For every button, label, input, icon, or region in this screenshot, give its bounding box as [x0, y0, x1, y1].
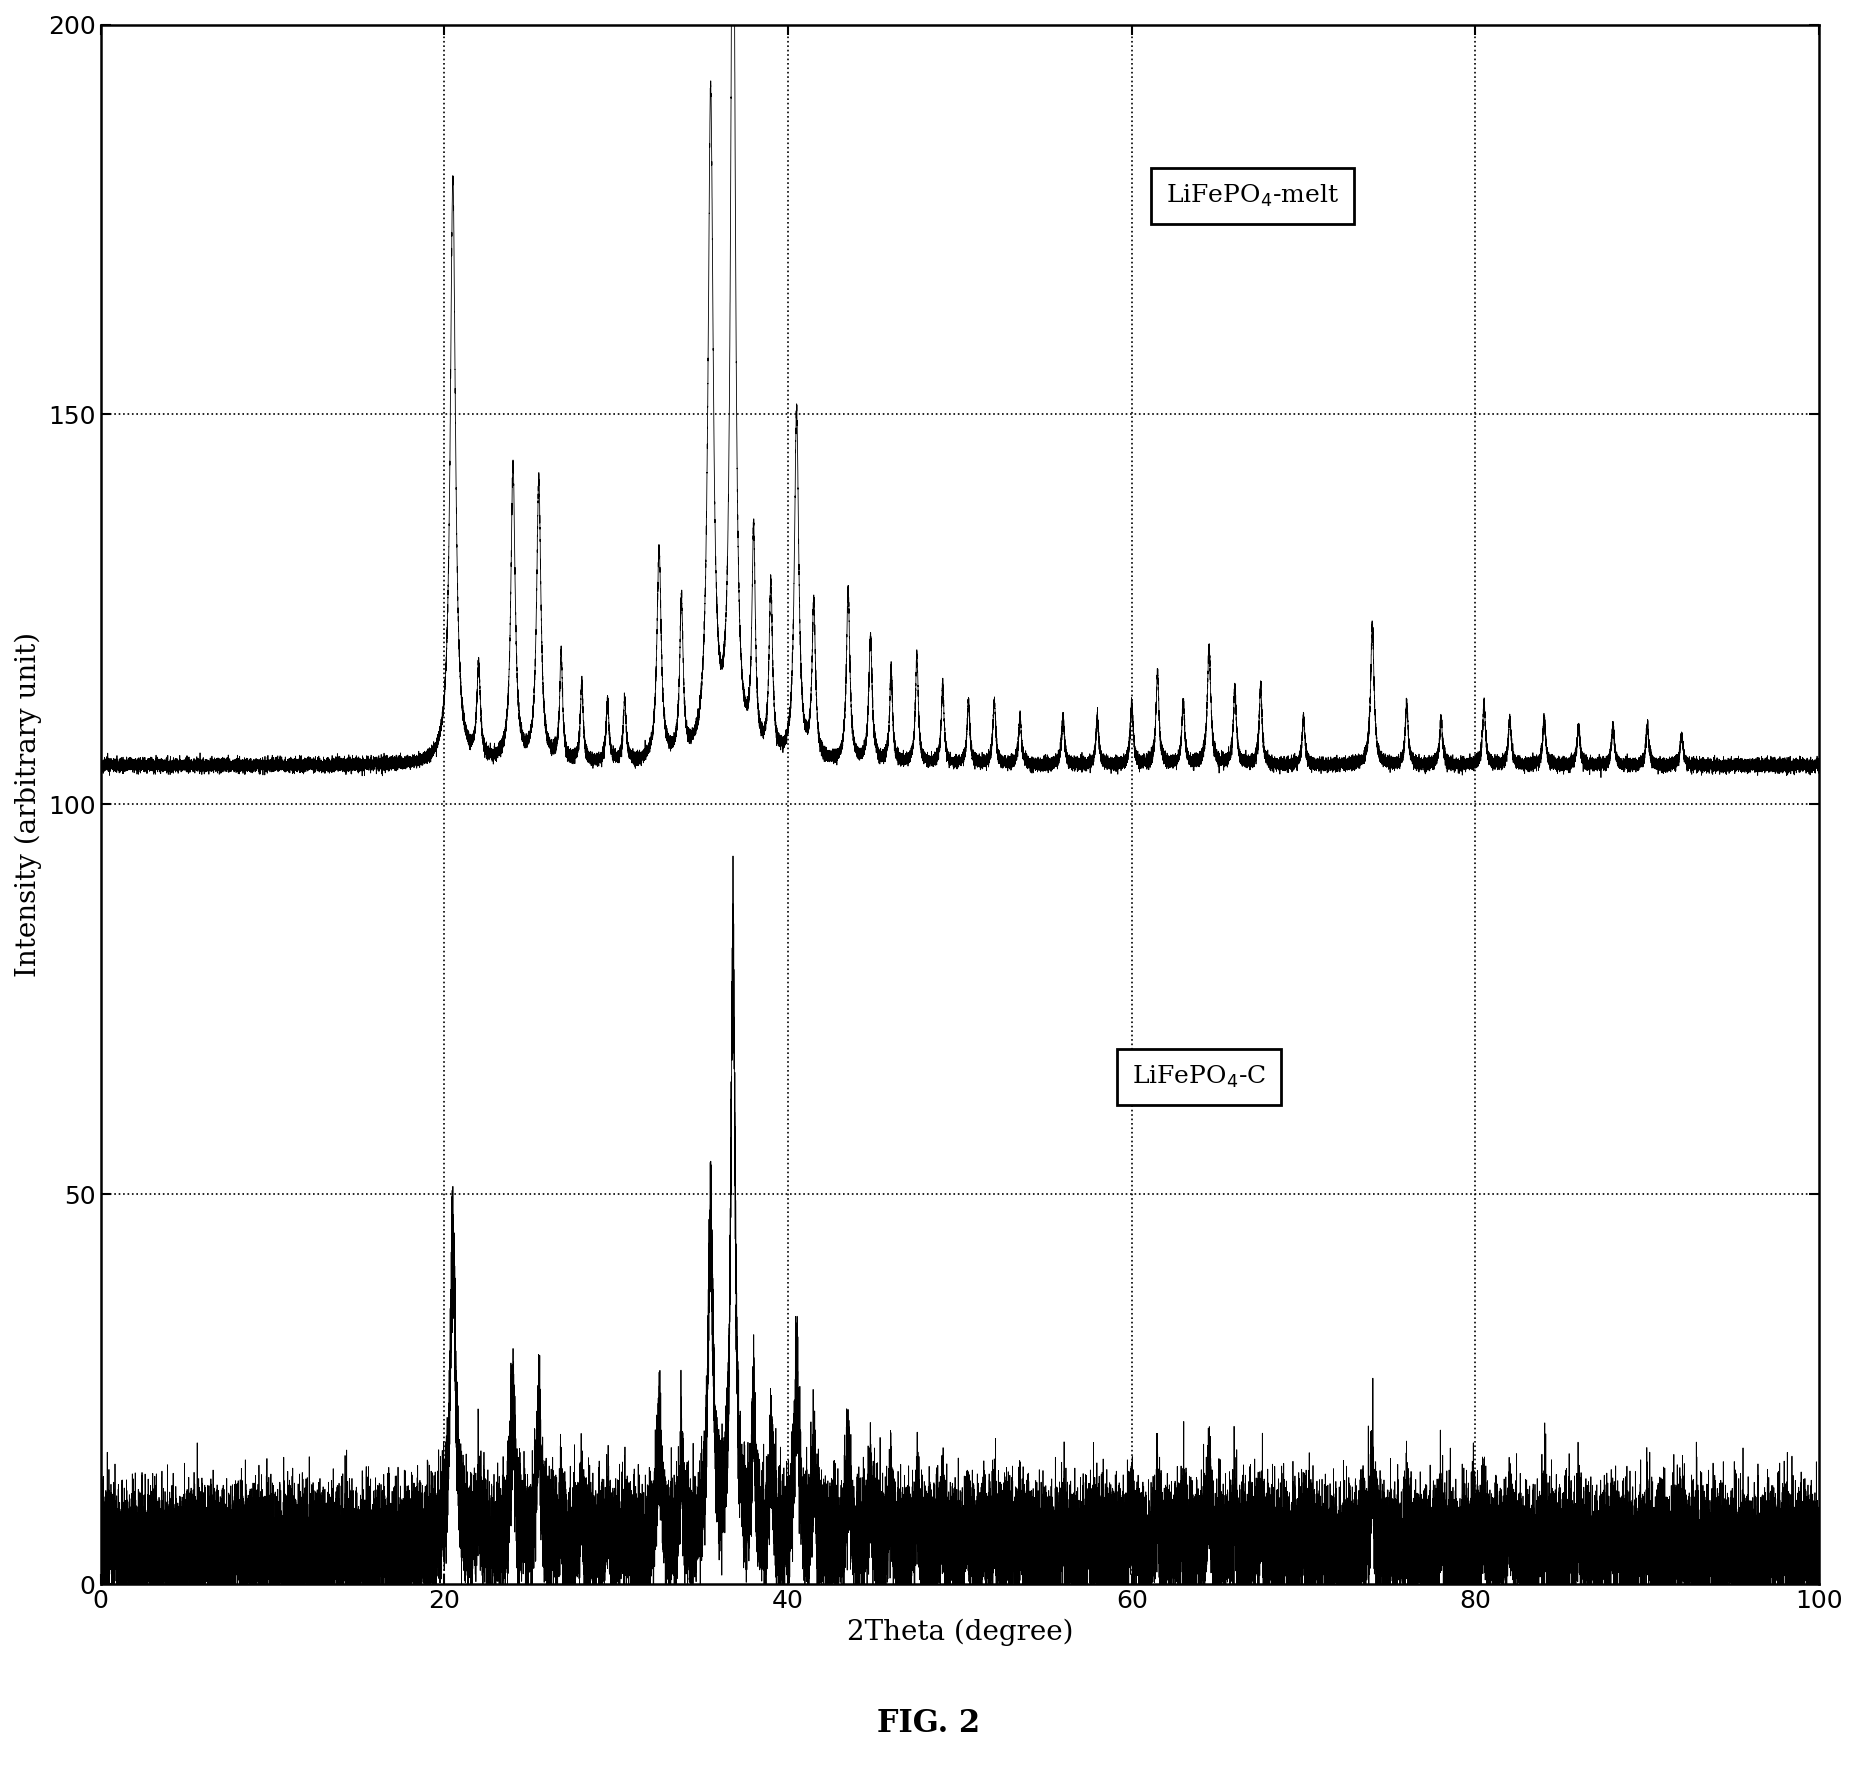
- X-axis label: 2Theta (degree): 2Theta (degree): [847, 1618, 1073, 1647]
- Y-axis label: Intensity (arbitrary unit): Intensity (arbitrary unit): [15, 632, 43, 977]
- Text: LiFePO$_4$-melt: LiFePO$_4$-melt: [1166, 182, 1339, 209]
- Text: FIG. 2: FIG. 2: [877, 1707, 980, 1740]
- Text: LiFePO$_4$-C: LiFePO$_4$-C: [1131, 1064, 1265, 1091]
